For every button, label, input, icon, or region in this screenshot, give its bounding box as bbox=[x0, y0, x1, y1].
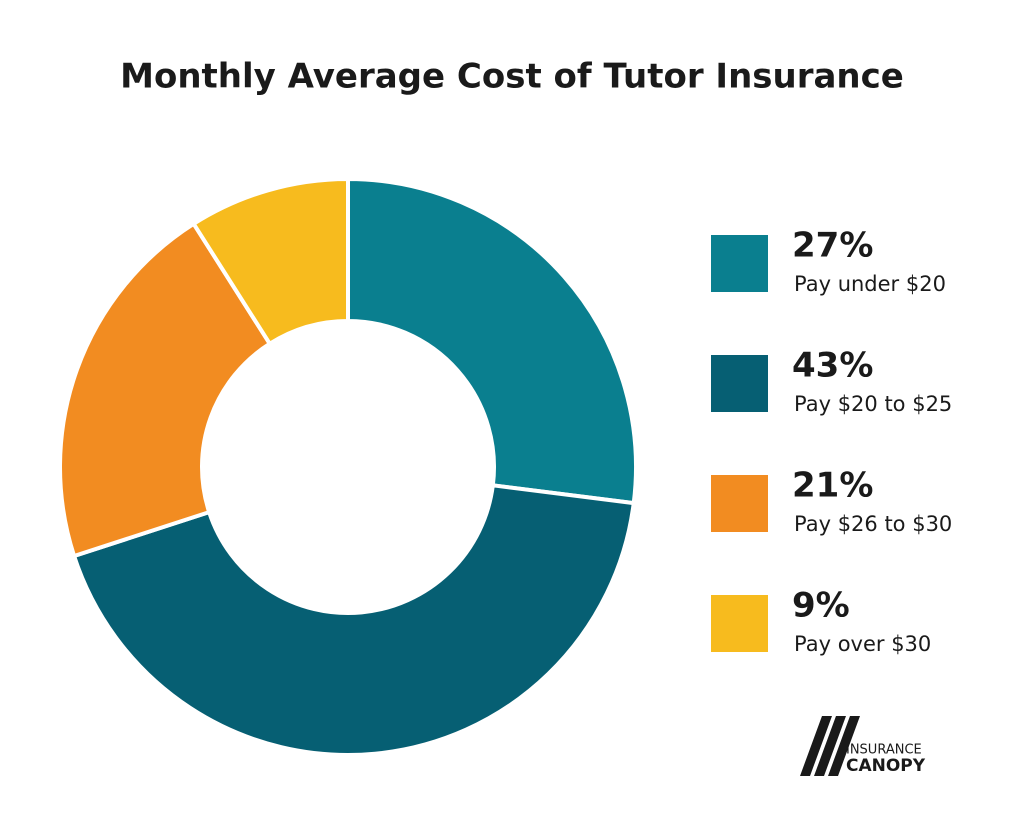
logo: INSURANCE CANOPY bbox=[800, 716, 926, 776]
logo-text: INSURANCE bbox=[846, 743, 922, 758]
slice bbox=[346, 176, 638, 506]
legend-label: Pay $26 to $30 bbox=[794, 512, 952, 536]
value-label: 43% bbox=[792, 346, 873, 386]
slice bbox=[58, 221, 273, 559]
value-label: 21% bbox=[792, 466, 873, 506]
legend-label: Pay $20 to $25 bbox=[794, 392, 952, 416]
slice bbox=[190, 176, 350, 347]
chart-title: Monthly Average Cost of Tutor Insurance bbox=[120, 57, 904, 97]
legend-label: Pay over $30 bbox=[794, 632, 931, 656]
logo-text: CANOPY bbox=[846, 756, 926, 776]
legend-swatch bbox=[711, 355, 768, 412]
legend-swatch bbox=[711, 475, 768, 532]
legend-swatch bbox=[711, 595, 768, 652]
value-label: 9% bbox=[792, 586, 850, 626]
value-label: 27% bbox=[792, 226, 873, 266]
legend-swatch bbox=[711, 235, 768, 292]
legend-label: Pay under $20 bbox=[794, 272, 946, 296]
slice bbox=[71, 483, 636, 757]
logo-icon bbox=[800, 716, 860, 776]
